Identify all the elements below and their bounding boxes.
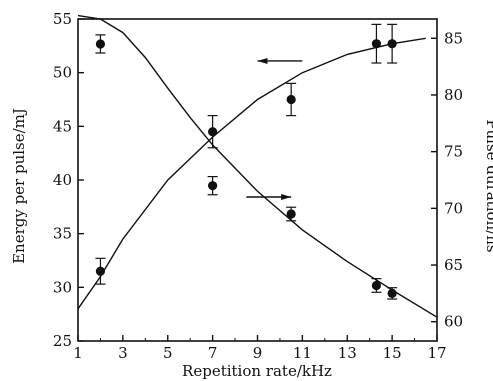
x-tick-label: 13 <box>338 344 357 362</box>
x-ticks: 1 3 5 7 9 11 13 15 17 <box>73 335 447 362</box>
arrows <box>246 57 303 201</box>
y-left-tick-label: 55 <box>53 10 72 28</box>
y-right-tick-label: 80 <box>444 86 463 104</box>
x-tick-label: 5 <box>163 344 173 362</box>
x-tick-label: 7 <box>208 344 218 362</box>
x-tick-label: 1 <box>73 344 83 362</box>
x-tick-label: 17 <box>427 344 446 362</box>
data-point-left <box>95 266 106 276</box>
x-tick-label: 15 <box>383 344 402 362</box>
y-axis-right-label: Pulse duration/ns <box>483 119 493 252</box>
y-left-tick-label: 30 <box>53 278 72 296</box>
data-point-left <box>208 127 218 137</box>
y-left-tick-label: 35 <box>53 225 72 243</box>
fit-curves <box>77 14 438 318</box>
data-point-left <box>286 94 296 105</box>
arrow-head <box>281 194 292 201</box>
y-right-tick-label: 65 <box>444 256 463 274</box>
y-left-tick-label: 25 <box>53 332 72 350</box>
data-point-left <box>387 39 397 49</box>
data-point-right <box>208 181 218 191</box>
y-left-ticks: 25 30 35 40 45 50 55 <box>53 10 84 350</box>
x-tick-label: 11 <box>293 344 312 362</box>
data-points <box>95 23 398 300</box>
x-axis-label: Repetition rate/kHz <box>182 362 332 380</box>
y-right-tick-label: 85 <box>444 29 463 47</box>
data-point-left <box>371 39 382 49</box>
x-tick-label: 3 <box>118 344 128 362</box>
data-point-right <box>371 280 382 291</box>
axes <box>77 18 438 342</box>
y-right-tick-label: 70 <box>444 199 463 217</box>
y-axis-left-label: Energy per pulse/mJ <box>10 108 28 264</box>
fit-curve-left <box>77 37 426 310</box>
arrow-head <box>257 57 268 64</box>
y-left-tick-label: 40 <box>53 171 72 189</box>
data-point-right <box>95 39 106 49</box>
data-point-right <box>286 209 296 219</box>
y-right-tick-label: 75 <box>444 143 463 161</box>
y-left-tick-label: 50 <box>53 64 72 82</box>
plot-frame <box>77 18 438 342</box>
y-right-ticks: 60 65 70 75 80 85 <box>431 29 463 331</box>
x-tick-label: 9 <box>253 344 263 362</box>
fit-curve-right <box>77 14 438 318</box>
y-left-tick-label: 45 <box>53 117 72 135</box>
data-point-right <box>387 288 397 298</box>
y-right-tick-label: 60 <box>444 313 463 331</box>
